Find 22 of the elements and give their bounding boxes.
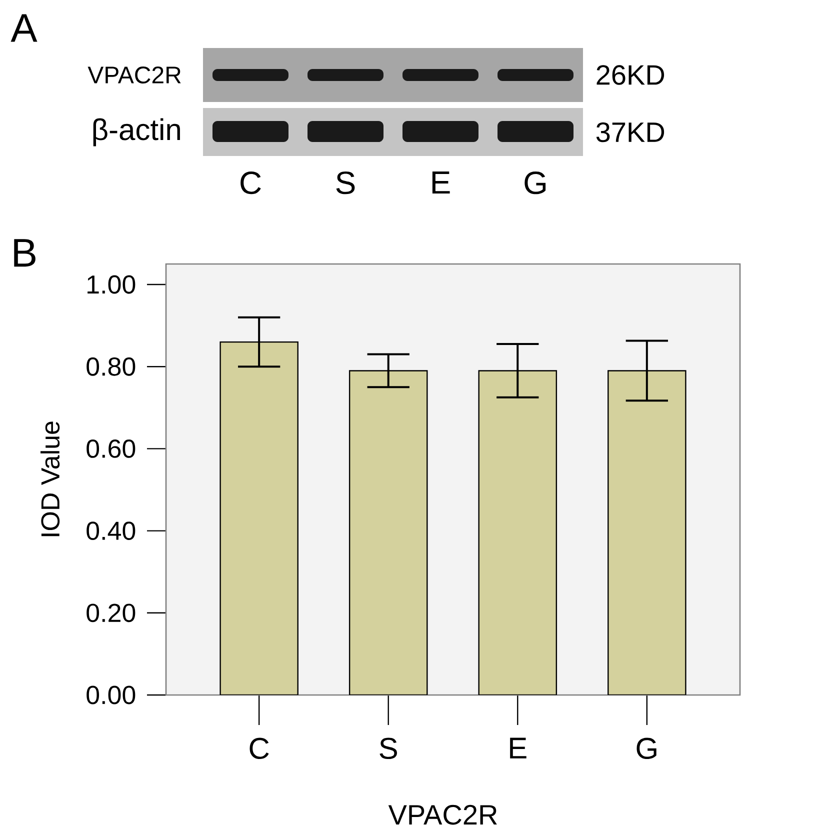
y-tick-label: 1.00 — [88, 275, 136, 294]
text: VPAC2R — [88, 66, 181, 84]
y-tick-label: 0.60 — [86, 440, 136, 458]
y-tick-label: 0.00 — [86, 686, 136, 704]
text: A — [10, 14, 38, 42]
category-label: C — [240, 172, 261, 194]
x-tick-label: C — [250, 738, 269, 760]
text: β-actin — [93, 118, 180, 146]
y-tick-label: 0.40 — [86, 522, 136, 540]
category-label: S — [336, 172, 355, 194]
y-tick-label: 0.80 — [86, 357, 136, 376]
x-tick-label: G — [636, 738, 656, 760]
y-axis-title: IOD Value — [40, 422, 60, 536]
x-tick-label: S — [380, 738, 397, 760]
text: 37KD — [596, 122, 664, 142]
text: 26KD — [596, 65, 664, 85]
category-label: G — [524, 172, 546, 194]
y-tick-label: 0.20 — [86, 604, 136, 622]
chart-title: B — [14, 239, 36, 267]
category-label: E — [432, 172, 450, 194]
x-axis-title: VPAC2R — [388, 804, 497, 825]
x-tick-label: E — [510, 738, 526, 758]
